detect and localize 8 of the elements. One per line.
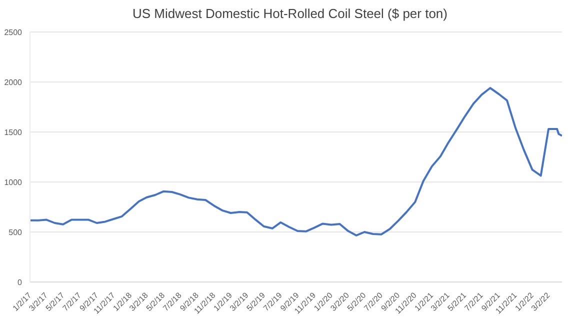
y-tick-label: 1500 (4, 128, 23, 137)
line-series (30, 87, 562, 236)
y-tick-label: 2500 (4, 28, 23, 37)
chart-title: US Midwest Domestic Hot-Rolled Coil Steel ($ per ton) (132, 6, 448, 21)
y-tick-label: 2000 (4, 78, 23, 87)
y-tick-label: 0 (18, 278, 23, 287)
y-tick-label: 500 (8, 228, 23, 237)
y-tick-label: 1000 (4, 178, 23, 187)
